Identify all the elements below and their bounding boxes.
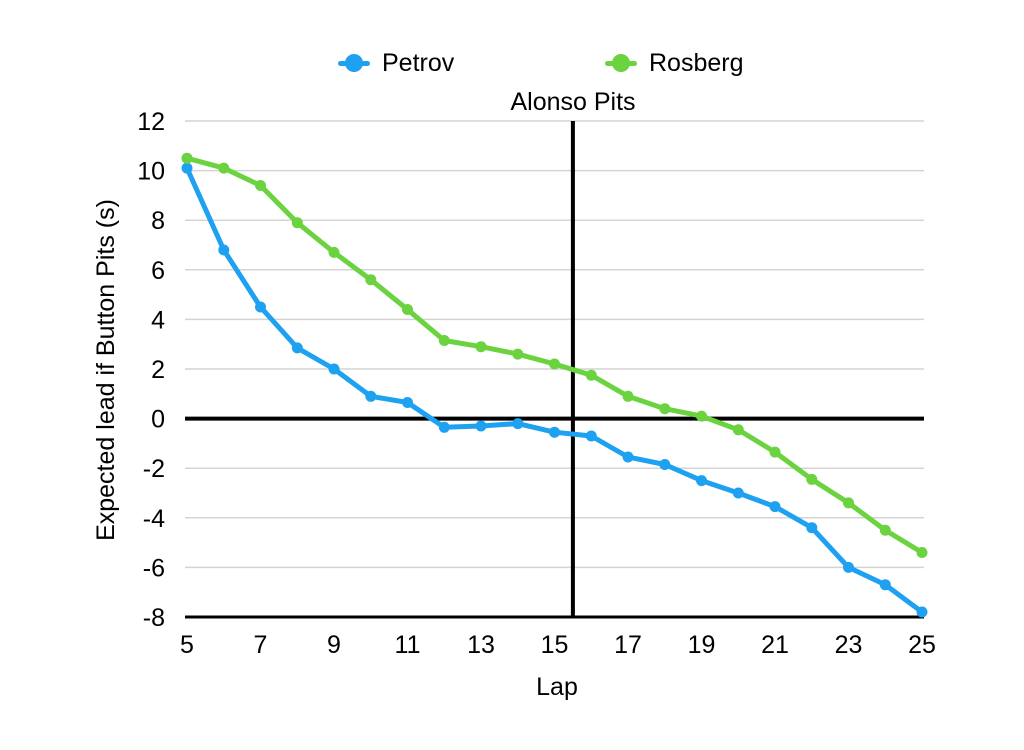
rosberg-marker (255, 180, 266, 191)
petrov-line (184, 165, 925, 615)
rosberg-marker (438, 335, 450, 346)
petrov-marker (732, 487, 744, 499)
rosberg-marker (659, 403, 671, 415)
y-tick-label: 0 (151, 406, 165, 434)
petrov-marker (475, 420, 487, 432)
rosberg-marker (365, 274, 377, 286)
x-tick-label: 5 (180, 631, 194, 659)
rosberg-marker (806, 473, 818, 485)
y-tick-label: 4 (151, 306, 165, 334)
petrov-marker (402, 397, 413, 408)
x-tick-label: 17 (614, 631, 642, 659)
legend-label-petrov: Petrov (382, 49, 455, 77)
petrov-marker (291, 342, 303, 354)
petrov-marker (365, 390, 377, 402)
y-tick-label: 10 (137, 158, 165, 186)
x-tick-label: 21 (761, 631, 789, 659)
x-tick-label: 13 (467, 631, 495, 659)
petrov-marker (585, 430, 597, 442)
rosberg-marker (291, 217, 303, 229)
x-tick-label: 11 (395, 631, 421, 659)
petrov-marker (843, 561, 854, 573)
legend-item-rosberg: Rosberg (605, 49, 744, 77)
petrov-marker (916, 606, 928, 618)
rosberg-marker (622, 390, 634, 402)
petrov-legend-marker-icon (338, 53, 370, 73)
y-tick-label: -2 (143, 455, 165, 483)
petrov-marker (622, 451, 634, 463)
legend-label-rosberg: Rosberg (649, 49, 744, 77)
x-axis-title: Lap (536, 673, 578, 701)
petrov-marker (181, 162, 193, 174)
x-tick-label: 19 (688, 631, 716, 659)
y-tick-label: 2 (151, 356, 165, 384)
x-tick-label: 7 (254, 631, 268, 659)
rosberg-marker (181, 152, 193, 164)
petrov-marker (879, 579, 891, 591)
annotation-title: Alonso Pits (510, 88, 636, 116)
x-tick-label: 15 (541, 631, 569, 659)
petrov-marker (218, 244, 230, 256)
petrov-marker (769, 501, 781, 513)
petrov-marker (549, 426, 560, 438)
rosberg-marker (843, 497, 854, 509)
x-tick-label: 23 (835, 631, 863, 659)
rosberg-marker (549, 358, 560, 370)
petrov-marker (659, 459, 671, 470)
rosberg-marker (475, 341, 487, 353)
rosberg-marker (512, 348, 524, 360)
petrov-marker (512, 418, 524, 430)
rosberg-marker (696, 410, 707, 422)
rosberg-marker (328, 246, 340, 258)
rosberg-marker (879, 524, 891, 536)
y-tick-label: 8 (151, 207, 165, 235)
x-tick-label: 9 (327, 631, 341, 659)
petrov-marker (696, 475, 707, 487)
x-tick-label: 25 (908, 631, 936, 659)
rosberg-marker (585, 369, 597, 381)
y-tick-label: 6 (151, 257, 165, 285)
y-tick-label: -8 (143, 604, 165, 632)
rosberg-marker (916, 547, 928, 558)
rosberg-marker (769, 446, 781, 458)
petrov-marker (328, 363, 340, 375)
petrov-marker (255, 301, 266, 313)
rosberg-legend-marker-icon (605, 53, 637, 73)
rosberg-marker (732, 424, 744, 436)
y-axis-title: Expected lead if Button Pits (s) (92, 199, 120, 541)
petrov-marker (806, 522, 818, 534)
y-tick-label: -4 (143, 505, 165, 533)
petrov-marker (438, 421, 450, 433)
rosberg-marker (218, 162, 230, 174)
y-tick-label: -6 (143, 554, 165, 582)
legend-item-petrov: Petrov (338, 49, 454, 77)
y-tick-label: 12 (137, 108, 165, 136)
rosberg-marker (402, 304, 413, 315)
